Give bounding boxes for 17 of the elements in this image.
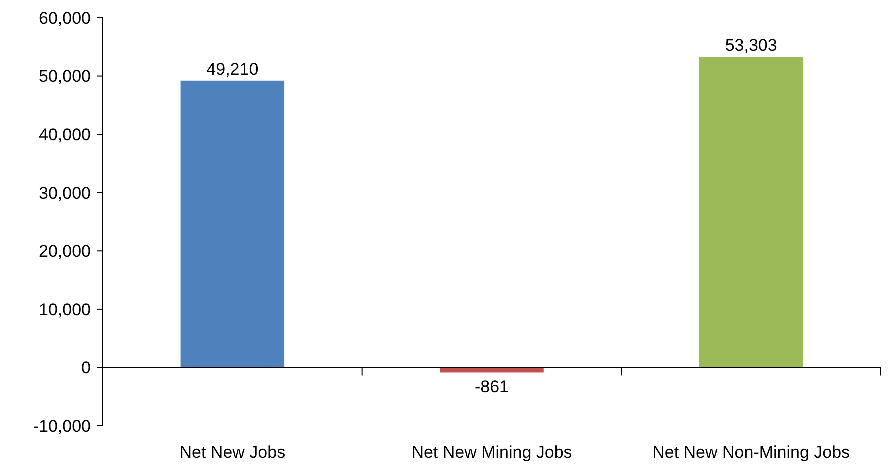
y-tick-label: 60,000 xyxy=(39,8,91,28)
y-tick-label: 40,000 xyxy=(39,126,91,145)
y-tick-label: 30,000 xyxy=(39,184,91,203)
bar xyxy=(699,57,804,368)
x-tick-label: Net New Non-Mining Jobs xyxy=(652,443,850,462)
y-tick-label: 50,000 xyxy=(39,67,91,86)
bar xyxy=(440,368,544,373)
x-tick-label: Net New Jobs xyxy=(180,443,286,462)
x-tick-label: Net New Mining Jobs xyxy=(412,443,572,462)
data-label: 49,210 xyxy=(206,60,259,79)
y-tick-label: -10,000 xyxy=(33,416,91,436)
bar xyxy=(180,80,285,368)
y-tick-label: 20,000 xyxy=(39,242,91,262)
data-label: -861 xyxy=(474,378,510,397)
data-label: 53,303 xyxy=(725,36,778,56)
y-tick-label: 10,000 xyxy=(39,300,91,320)
y-tick-label: 0 xyxy=(82,358,91,378)
